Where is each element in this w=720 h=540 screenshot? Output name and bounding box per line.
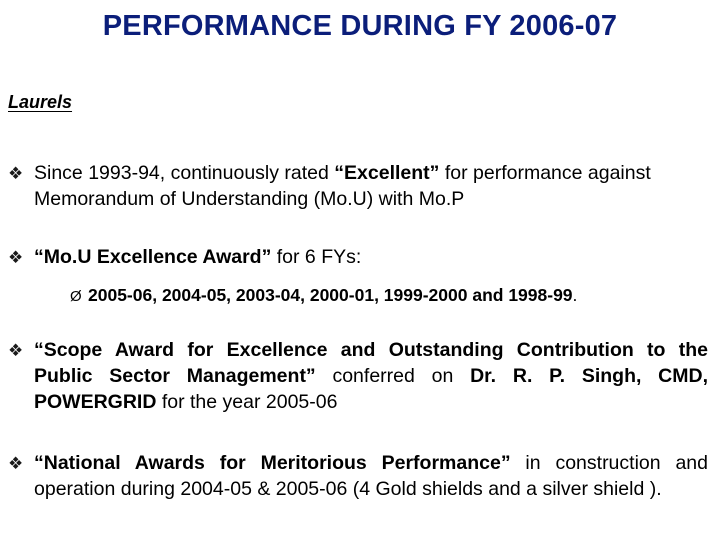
bullet-text: “National Awards for Meritorious Perform… [34, 452, 708, 500]
bullet-text: “Scope Award for Excellence and Outstand… [34, 339, 708, 413]
bullet-item-mou-award: ❖ “Mo.U Excellence Award” for 6 FYs: [8, 244, 708, 270]
bullet-item-excellent-rating: ❖ Since 1993-94, continuously rated “Exc… [8, 160, 708, 212]
arrow-bullet-icon: Ø [70, 288, 82, 305]
bullet-text: “Mo.U Excellence Award” for 6 FYs: [34, 246, 362, 268]
section-heading: Laurels [8, 92, 73, 112]
diamond-bullet-icon: ❖ [8, 164, 24, 183]
bullet-item-national-awards: ❖ “National Awards for Meritorious Perfo… [8, 450, 708, 502]
diamond-bullet-icon: ❖ [8, 341, 24, 360]
sub-bullet-years: Ø 2005-06, 2004-05, 2003-04, 2000-01, 199… [70, 284, 577, 308]
bullet-text: Since 1993-94, continuously rated “Excel… [34, 162, 651, 210]
page-title: PERFORMANCE DURING FY 2006-07 [102, 10, 618, 42]
diamond-bullet-icon: ❖ [8, 248, 24, 267]
bullet-item-scope-award: ❖ “Scope Award for Excellence and Outsta… [8, 337, 708, 415]
diamond-bullet-icon: ❖ [8, 454, 24, 473]
